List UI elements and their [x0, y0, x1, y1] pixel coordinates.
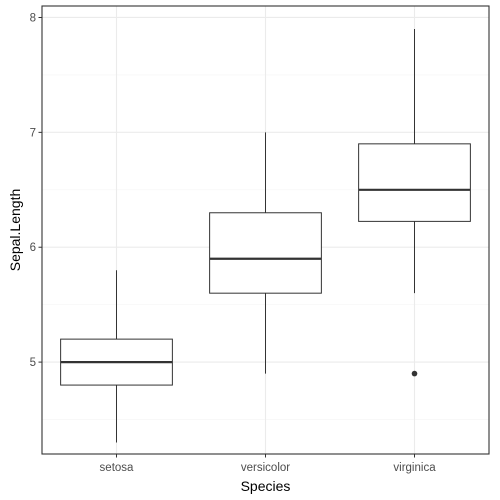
outlier-point	[411, 370, 418, 377]
iqr-box	[358, 143, 471, 222]
box-setosa	[60, 270, 173, 443]
y-tick-label: 8	[30, 12, 36, 24]
box-layer	[60, 28, 471, 443]
x-tick-label: versicolor	[241, 462, 290, 474]
x-axis-title: Species	[241, 478, 291, 494]
iqr-box	[209, 212, 322, 294]
box-versicolor	[209, 132, 322, 374]
box-virginica	[358, 28, 471, 377]
axis-layer: 5 6 7 8 setosa versicolor virginica	[30, 12, 437, 474]
y-axis-title: Sepal.Length	[7, 189, 23, 272]
x-tick-label: virginica	[393, 462, 436, 474]
y-tick-label: 6	[30, 242, 36, 254]
y-tick-label: 7	[30, 127, 36, 139]
x-tick-label: setosa	[100, 462, 134, 474]
y-tick-label: 5	[30, 357, 36, 369]
